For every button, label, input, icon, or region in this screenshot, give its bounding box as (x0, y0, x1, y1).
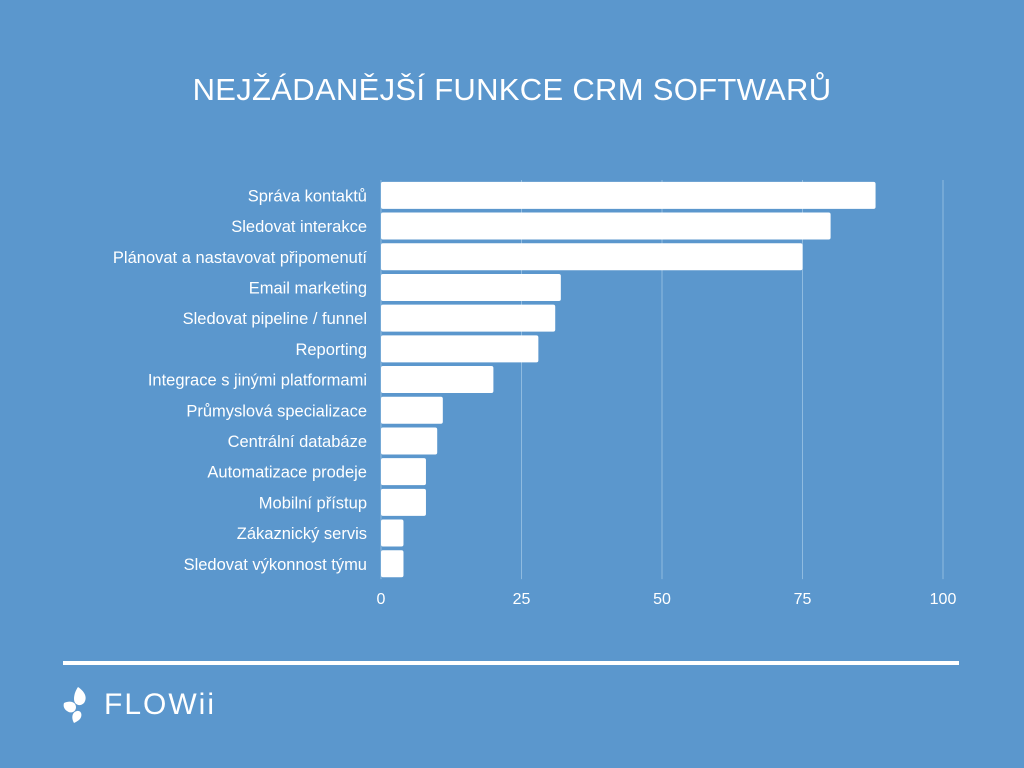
chart-title: NEJŽÁDANĚJŠÍ FUNKCE CRM SOFTWARŮ (192, 72, 832, 107)
category-label: Automatizace prodeje (207, 464, 367, 482)
x-tick-label: 25 (513, 591, 531, 608)
category-labels: Správa kontaktů Sledovat interakce Plánova… (113, 187, 367, 573)
bar (381, 458, 426, 486)
brand-name: FLOWii (104, 688, 216, 721)
category-label: Sledovat pipeline / funnel (183, 310, 367, 328)
category-label: Mobilní přístup (259, 494, 367, 512)
bar (381, 519, 404, 547)
x-tick-label: 0 (377, 591, 386, 608)
category-label: Reporting (295, 341, 367, 359)
category-label: Zákaznický servis (237, 525, 367, 543)
bar (381, 181, 876, 209)
bar (381, 335, 539, 363)
bar (381, 488, 426, 516)
category-label: Centrální databáze (228, 433, 367, 451)
x-tick-label: 50 (653, 591, 671, 608)
category-label: Plánovat a nastavovat připomenutí (113, 249, 367, 267)
category-label: Integrace s jinými platformami (148, 372, 367, 390)
x-axis-tick-labels: 0 25 50 75 100 (377, 591, 957, 608)
footer-divider (63, 661, 959, 665)
category-label: Sledovat výkonnost týmu (184, 556, 367, 574)
bar (381, 396, 443, 424)
bar-chart: Správa kontaktů Sledovat interakce Plánova… (113, 180, 957, 608)
category-label: Průmyslová specializace (186, 402, 367, 420)
bar (381, 212, 831, 240)
bar (381, 366, 494, 394)
flowii-drops-logo-icon (63, 687, 86, 723)
flowii-logo: FLOWii (62, 685, 216, 725)
category-label: Email marketing (249, 279, 367, 297)
bar (381, 273, 561, 301)
x-tick-label: 100 (930, 591, 957, 608)
bar (381, 550, 404, 578)
bar (381, 304, 556, 332)
x-tick-label: 75 (794, 591, 812, 608)
category-label: Sledovat interakce (231, 218, 367, 236)
bar (381, 243, 803, 271)
bar (381, 427, 438, 455)
category-label: Správa kontaktů (248, 187, 367, 205)
bars (381, 181, 876, 578)
